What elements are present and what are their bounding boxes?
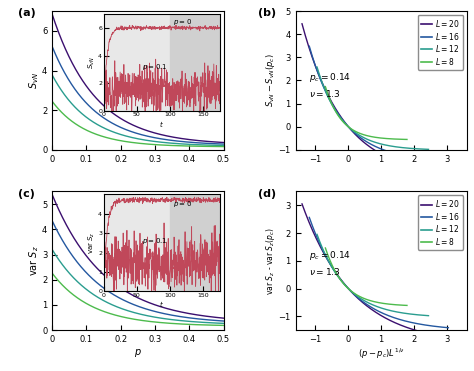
- Y-axis label: $S_{vN} - S_{vN}(p_c)$: $S_{vN} - S_{vN}(p_c)$: [264, 54, 277, 107]
- Text: $\nu = 1.3$: $\nu = 1.3$: [309, 266, 341, 277]
- Y-axis label: var $S_z$: var $S_z$: [27, 246, 40, 276]
- Legend: $L=20$, $L=16$, $L=12$, $L=8$: $L=20$, $L=16$, $L=12$, $L=8$: [418, 195, 463, 250]
- Text: $\nu = 1.3$: $\nu = 1.3$: [309, 88, 341, 99]
- Y-axis label: var $S_z$ - var $S_z(p_c)$: var $S_z$ - var $S_z(p_c)$: [264, 227, 277, 295]
- Y-axis label: $S_{vN}$: $S_{vN}$: [27, 72, 40, 89]
- Text: (d): (d): [258, 189, 276, 199]
- Text: (c): (c): [18, 189, 35, 199]
- Text: (b): (b): [258, 9, 276, 18]
- Text: $p_c = 0.14$: $p_c = 0.14$: [309, 72, 351, 85]
- Text: (a): (a): [18, 9, 36, 18]
- Text: $p_c = 0.14$: $p_c = 0.14$: [309, 249, 351, 262]
- X-axis label: $p$: $p$: [134, 347, 142, 359]
- X-axis label: $(p-p_c)L^{1/\nu}$: $(p-p_c)L^{1/\nu}$: [358, 347, 405, 361]
- Legend: $L=20$, $L=16$, $L=12$, $L=8$: $L=20$, $L=16$, $L=12$, $L=8$: [418, 15, 463, 70]
